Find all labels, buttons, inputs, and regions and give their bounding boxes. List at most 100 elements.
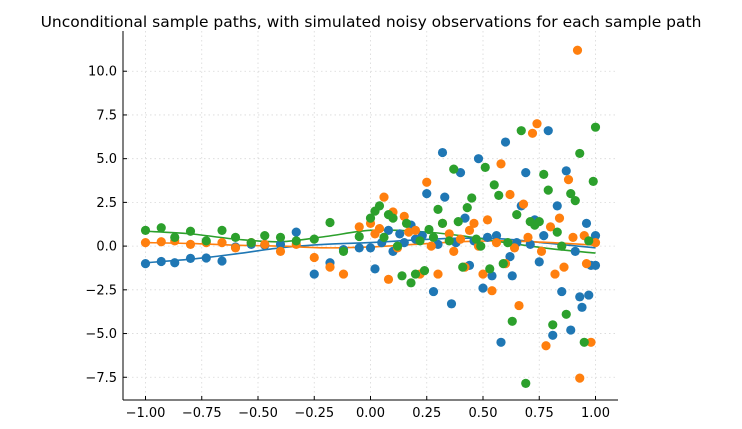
observation-point-series-3 [338,246,349,256]
observation-point-series-3 [590,122,601,132]
observation-point-series-3 [325,217,335,228]
observation-point-series-2 [185,239,196,249]
observation-point-series-2 [527,128,538,138]
observation-point-series-2 [383,274,394,284]
observation-point-series-3 [419,265,430,276]
y-tick-label: 10.0 [88,65,117,80]
observation-point-series-1 [566,325,576,335]
observation-point-series-2 [518,199,529,209]
observation-point-series-3 [309,234,319,244]
observation-point-series-3 [579,337,589,347]
observation-point-series-1 [500,137,511,147]
observation-point-series-3 [458,262,468,272]
observation-point-series-2 [550,269,560,279]
observation-point-series-1 [577,302,587,312]
observation-point-series-3 [388,213,398,223]
observation-point-series-2 [532,119,542,129]
observation-point-series-1 [291,227,301,237]
observation-point-series-2 [455,234,466,244]
observation-point-series-1 [507,271,517,281]
observation-point-series-3 [170,232,180,242]
observation-point-series-1 [428,286,439,297]
observation-point-series-2 [338,269,349,279]
observation-point-series-3 [415,236,425,246]
observation-point-series-3 [543,185,553,195]
x-tick-label: 0.75 [525,406,554,421]
observation-point-series-2 [422,177,432,187]
observation-point-series-1 [543,126,553,136]
observation-point-series-1 [590,231,601,241]
observation-point-series-1 [440,192,450,202]
observation-point-series-3 [365,213,376,223]
observation-point-series-2 [140,238,151,248]
observation-point-series-1 [201,253,211,263]
observation-point-series-1 [548,330,558,340]
observation-point-series-2 [523,232,533,242]
observation-point-series-2 [230,243,241,253]
observation-point-series-1 [354,243,364,253]
observation-point-series-3 [494,190,504,200]
observation-point-series-3 [588,176,598,186]
observation-point-series-3 [462,203,472,213]
observation-point-series-2 [374,224,385,234]
x-tick-label: −0.50 [238,406,278,421]
observation-point-series-3 [424,224,434,235]
observation-point-series-1 [399,238,409,248]
observation-point-series-1 [383,225,394,235]
observation-point-series-3 [584,236,594,246]
observation-point-series-3 [246,238,256,248]
observation-point-series-3 [401,218,412,228]
observation-point-series-3 [570,196,580,206]
observation-point-series-2 [541,341,551,351]
observation-point-series-3 [467,193,477,203]
observation-point-series-2 [156,237,166,247]
observation-point-series-3 [512,210,522,220]
observation-point-series-1 [446,299,457,309]
observation-point-series-3 [185,226,196,236]
observation-point-series-3 [410,269,421,279]
observation-point-series-2 [449,246,459,256]
observation-point-series-2 [433,269,443,279]
observation-point-series-1 [534,257,544,267]
y-tick-label: −5.0 [85,327,117,342]
observation-point-series-1 [525,239,535,249]
y-tick-label: 7.5 [96,108,117,123]
observation-point-series-1 [365,243,376,253]
observation-point-series-2 [260,239,270,249]
observation-point-series-3 [539,169,549,180]
observation-point-series-1 [557,286,567,297]
observation-point-series-2 [325,262,335,272]
observation-point-series-1 [275,239,286,249]
observation-point-series-2 [217,238,227,248]
observation-point-series-1 [496,337,506,347]
observation-point-series-3 [444,236,454,246]
observation-point-series-1 [570,246,580,256]
observation-point-series-3 [575,148,585,159]
observation-point-series-3 [201,236,211,246]
y-tick-label: 2.5 [96,196,117,211]
observation-point-series-3 [392,241,403,251]
observation-point-series-3 [534,217,544,227]
observation-point-series-2 [275,246,286,256]
x-tick-label: −0.25 [294,406,334,421]
observation-point-series-3 [480,162,490,173]
observation-point-series-1 [473,154,484,164]
observation-point-series-2 [379,192,389,202]
observation-point-series-2 [464,225,475,235]
y-tick-label: −7.5 [85,371,117,386]
x-tick-label: −1.00 [126,406,166,421]
x-tick-label: 1.00 [581,406,610,421]
observation-point-series-1 [575,292,585,302]
observation-point-series-3 [140,225,151,235]
observation-point-series-1 [395,229,405,239]
observation-point-series-2 [536,246,547,256]
observation-point-series-3 [561,309,571,319]
observation-point-series-3 [489,180,499,190]
observation-point-series-3 [217,225,227,235]
observation-point-series-1 [140,258,151,269]
observation-point-series-3 [397,271,407,281]
observation-point-series-3 [260,231,270,241]
observation-point-series-2 [354,222,364,232]
observation-point-series-2 [545,222,556,232]
